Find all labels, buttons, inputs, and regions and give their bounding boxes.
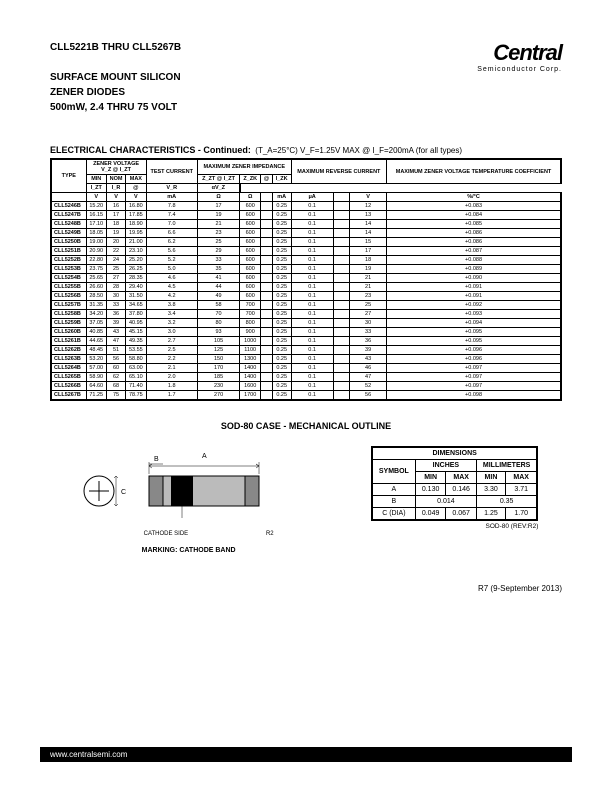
sod-title: SOD-80 CASE - MECHANICAL OUTLINE	[50, 421, 562, 431]
col-test: TEST CURRENT	[146, 159, 197, 184]
col-nom: NOM	[106, 175, 125, 184]
dim-symbol: SYMBOL	[372, 460, 415, 484]
logo-main: Central	[477, 40, 562, 66]
elec-cond: (T_A=25°C) V_F=1.25V MAX @ I_F=200mA (fo…	[255, 146, 462, 155]
u-ua: μA	[291, 193, 333, 202]
title-line3: ZENER DIODES	[50, 85, 181, 100]
col-vr: V_R	[146, 184, 197, 193]
table-row: CLL5254B25.652728.354.6416000.250.121+0.…	[51, 274, 561, 283]
table-row: CLL5264B57.006063.002.117014000.250.146+…	[51, 364, 561, 373]
marking-label: MARKING: CATHODE BAND	[74, 547, 304, 554]
col-maxtemp: MAXIMUM ZENER VOLTAGE TEMPERATURE COEFFI…	[387, 159, 561, 184]
u-ma1: mA	[146, 193, 197, 202]
dim-title: DIMENSIONS	[372, 447, 537, 460]
col-maxrev: MAXIMUM REVERSE CURRENT	[291, 159, 386, 184]
title-line4: 500mW, 2.4 THRU 75 VOLT	[50, 100, 181, 115]
table-row: CLL5252B22.802425.205.2336000.250.118+0.…	[51, 256, 561, 265]
table-row: CLL5248B17.101818.907.0216000.250.114+0.…	[51, 220, 561, 229]
col-zener: ZENER VOLTAGEV_Z @ I_ZT	[86, 159, 146, 175]
logo-sub: Semiconductor Corp.	[477, 66, 562, 73]
table-row: CLL5249B18.051919.956.6236000.250.114+0.…	[51, 229, 561, 238]
table-row: CLL5267B71.257578.751.727017000.250.156+…	[51, 391, 561, 401]
svg-text:B: B	[154, 456, 159, 463]
table-row: CLL5258B34.203637.803.4707000.250.127+0.…	[51, 310, 561, 319]
sod-diagram: C B A	[74, 446, 304, 554]
col-zzk: Z_ZK	[240, 175, 261, 184]
table-row: CLL5251B20.902223.105.6296000.250.117+0.…	[51, 247, 561, 256]
col-max: MAX	[126, 175, 146, 184]
table-row: A0.1300.1463.303.71	[372, 484, 537, 496]
footer-url: www.centralsemi.com	[40, 747, 572, 762]
footer-date: R7 (9-September 2013)	[50, 584, 562, 593]
sod-rev: SOD-80 (REV:R2)	[371, 523, 538, 530]
table-row: CLL5247B16.151717.857.4196000.250.113+0.…	[51, 211, 561, 220]
svg-text:A: A	[202, 453, 207, 460]
u-ohm1: Ω	[197, 193, 239, 202]
u-v4: V	[350, 193, 387, 202]
dim-inches: INCHES	[415, 460, 476, 472]
table-row: CLL5260B40.854345.153.0939000.250.133+0.…	[51, 328, 561, 337]
elec-title: ELECTRICAL CHARACTERISTICS - Continued:	[50, 145, 251, 155]
table-row: CLL5256B28.503031.504.2496000.250.123+0.…	[51, 292, 561, 301]
table-row: CLL5262B48.455153.552.512511000.250.139+…	[51, 346, 561, 355]
col-at: @	[261, 175, 273, 184]
table-row: CLL5261B44.654749.352.710510000.250.136+…	[51, 337, 561, 346]
table-row: CLL5250B19.002021.006.2256000.250.115+0.…	[51, 238, 561, 247]
col-ir: I_R	[106, 184, 125, 193]
logo: Central Semiconductor Corp.	[477, 40, 562, 73]
col-izt: I_ZT	[86, 184, 106, 193]
table-row: CLL5255B26.602829.404.5446000.250.121+0.…	[51, 283, 561, 292]
table-row: CLL5257B31.353334.653.8587000.250.125+0.…	[51, 301, 561, 310]
col-avz: αV_Z	[197, 184, 239, 193]
dim-mm: MILLIMETERS	[476, 460, 537, 472]
u-ohm2: Ω	[240, 193, 261, 202]
col-at2: @	[126, 184, 146, 193]
col-maximp: MAXIMUM ZENER IMPEDANCE	[197, 159, 291, 175]
svg-text:C: C	[121, 489, 126, 496]
dim-block: DIMENSIONS SYMBOL INCHES MILLIMETERS MIN…	[371, 446, 538, 530]
col-type: TYPE	[51, 159, 86, 193]
mechanical-row: C B A	[50, 446, 562, 554]
elec-title-row: ELECTRICAL CHARACTERISTICS - Continued: …	[50, 140, 562, 158]
col-izk: I_ZK	[272, 175, 291, 184]
title-block: CLL5221B THRU CLL5267B SURFACE MOUNT SIL…	[50, 40, 181, 115]
title-line1: CLL5221B THRU CLL5267B	[50, 40, 181, 55]
header: CLL5221B THRU CLL5267B SURFACE MOUNT SIL…	[50, 40, 562, 115]
col-min: MIN	[86, 175, 106, 184]
table-row: CLL5266B64.606871.401.823016000.250.152+…	[51, 382, 561, 391]
table-row: CLL5265B58.906265.102.018514000.250.147+…	[51, 373, 561, 382]
table-row: B0.0140.35	[372, 496, 537, 508]
u-ma2: mA	[272, 193, 291, 202]
cathode-label: CATHODE SIDE	[144, 531, 189, 537]
r2-label: R2	[266, 531, 274, 537]
diode-drawing: C B A	[74, 446, 304, 526]
title-line2: SURFACE MOUNT SILICON	[50, 70, 181, 85]
u-pct: %/°C	[387, 193, 561, 202]
dim-table: DIMENSIONS SYMBOL INCHES MILLIMETERS MIN…	[371, 446, 538, 521]
u-v2: V	[106, 193, 125, 202]
table-row: CLL5263B53.205658.802.215013000.250.143+…	[51, 355, 561, 364]
table-row: CLL5259B37.053940.953.2808000.250.130+0.…	[51, 319, 561, 328]
col-zzt: Z_ZT @ I_ZT	[197, 175, 239, 184]
table-row: C (DIA)0.0490.0671.251.70	[372, 508, 537, 521]
table-row: CLL5246B15.201616.807.8176000.250.112+0.…	[51, 202, 561, 211]
table-row: CLL5253B23.752526.255.0356000.250.119+0.…	[51, 265, 561, 274]
u-v3: V	[126, 193, 146, 202]
u-v1: V	[86, 193, 106, 202]
elec-table: TYPE ZENER VOLTAGEV_Z @ I_ZT TEST CURREN…	[50, 158, 562, 401]
